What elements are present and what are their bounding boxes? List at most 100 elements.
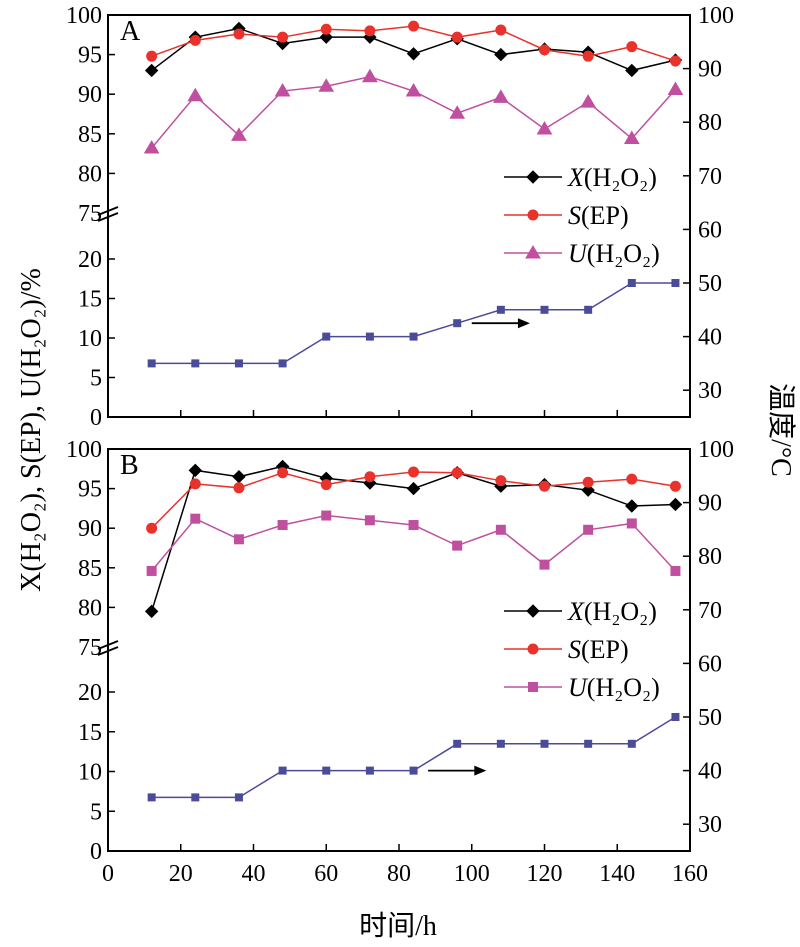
data-point [625,499,639,513]
legend-label: S(EP) [568,635,629,664]
data-point [187,87,204,102]
y-tick-label: 15 [78,287,102,313]
series-line-S(EP) [151,471,676,529]
legend-marker [527,643,539,655]
data-point [408,466,420,478]
data-point [408,520,419,531]
data-point [453,319,462,328]
data-point [365,332,374,341]
data-point [669,480,681,492]
y-tick-label: 95 [78,43,102,69]
x-tick-label: 0 [102,861,114,887]
data-point [408,20,420,32]
data-point [278,359,287,368]
y-tick-label: 85 [78,122,102,148]
y-tick-label: 90 [78,82,102,108]
right-tick-label: 50 [698,705,722,731]
data-point [406,481,421,496]
data-point [496,739,505,748]
data-point [144,604,159,619]
data-point [540,305,549,314]
x-tick-label: 80 [387,861,411,887]
data-point [496,305,505,314]
data-point [233,28,245,40]
right-tick-label: 80 [698,544,722,570]
legend-marker [528,682,538,692]
data-point [233,534,244,545]
panel-letter: A [120,16,141,47]
right-tick-label: 60 [698,217,722,243]
y-tick-label: 5 [90,366,102,392]
data-point [584,739,593,748]
y-tick-label: 10 [78,326,102,352]
data-point [143,140,160,154]
data-point [147,359,156,368]
data-point [188,463,203,478]
data-point [667,81,684,95]
data-point [233,482,245,494]
data-point [495,524,506,535]
plot-area: 75808590951000510152030405060708090100AX… [66,3,734,887]
data-point [277,31,289,43]
data-point [277,467,289,479]
legend-marker [527,209,539,221]
data-point [539,559,550,570]
x-axis-label: 时间/h [359,910,437,942]
data-point [451,467,463,479]
data-point [322,332,331,341]
data-point [146,522,158,534]
right-tick-label: 30 [698,812,722,838]
data-point [362,68,378,83]
data-point [582,476,594,488]
right-tick-label: 50 [698,271,722,297]
data-point [670,565,681,576]
x-tick-label: 20 [169,861,193,887]
y-axis-left-label: X(H₂O₂), S(EP), U(H₂O₂)/% [16,268,47,592]
data-point [583,524,594,535]
right-tick-label: 60 [698,651,722,677]
x-tick-label: 60 [314,861,338,887]
data-point [144,63,159,78]
data-point [318,78,335,92]
y-tick-label: 85 [78,556,102,582]
data-point [536,121,553,135]
data-point [274,83,291,97]
y-tick-label: 100 [66,437,102,463]
panel-A: 75808590951000510152030405060708090100AX… [66,3,734,431]
data-point [321,510,332,521]
y-tick-label: 100 [66,3,102,29]
legend-label: X(H₂O₂) [567,597,657,626]
data-point [146,565,157,576]
series-line-温度 [151,716,676,799]
x-tick-label: 160 [672,861,708,887]
y-tick-label: 10 [78,760,102,786]
right-tick-label: 40 [698,325,722,351]
data-point [146,50,158,62]
data-point [626,41,638,53]
data-point [668,497,683,512]
data-point [449,105,466,119]
data-point [495,24,507,36]
right-tick-label: 70 [698,598,722,624]
x-tick-label: 120 [527,861,563,887]
data-point [364,25,376,37]
legend-marker [526,604,540,618]
data-point [626,473,638,485]
data-point [405,83,422,97]
data-point [363,30,377,44]
data-point [234,359,243,368]
legend-label: S(EP) [568,201,629,230]
y-tick-label: 0 [90,839,102,865]
data-point [452,540,463,551]
arrow-head [517,318,530,329]
x-tick-label: 40 [242,861,266,887]
series-line-温度 [151,282,676,365]
data-point [492,89,509,103]
data-point [627,739,636,748]
legend-label: U(H₂O₂) [568,673,660,702]
right-tick-label: 90 [698,57,722,83]
x-tick-label: 140 [599,861,635,887]
data-point [406,47,421,61]
